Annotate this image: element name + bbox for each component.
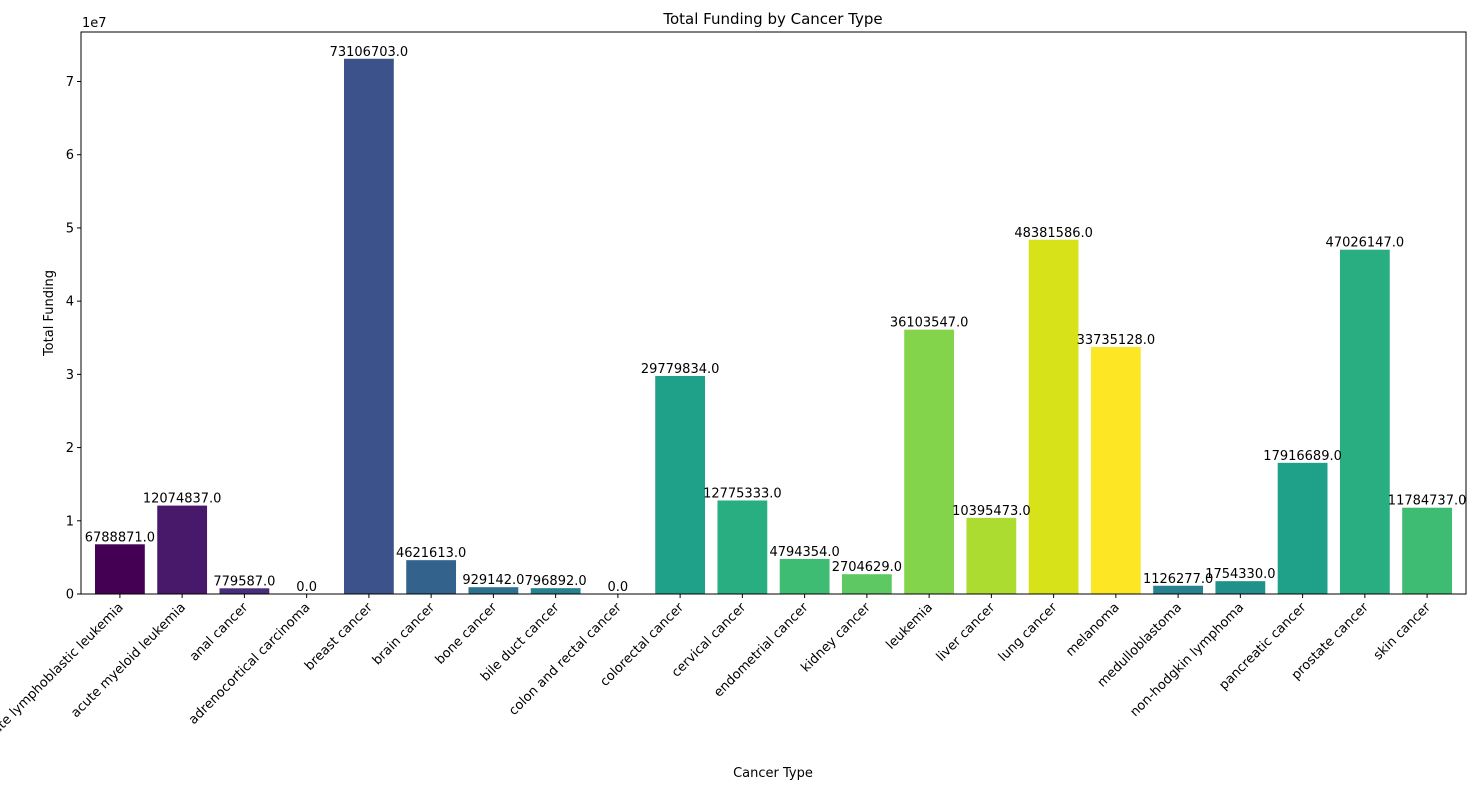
bar bbox=[904, 329, 955, 594]
bar-value-label: 796892.0 bbox=[525, 574, 587, 589]
y-tick-label: 3 bbox=[66, 368, 74, 383]
bar bbox=[1402, 507, 1452, 594]
bar bbox=[717, 500, 768, 594]
y-tick-label: 0 bbox=[66, 588, 74, 603]
bar bbox=[406, 560, 457, 594]
y-tick-label: 1 bbox=[66, 514, 74, 529]
bar-value-label: 12775333.0 bbox=[703, 486, 782, 501]
bar bbox=[1153, 585, 1204, 594]
x-tick-label: lung cancer bbox=[996, 600, 1061, 665]
bar-series bbox=[95, 58, 1452, 595]
y-axis-ticks: 0 1 2 3 4 5 6 7 bbox=[66, 75, 81, 603]
bar-value-label: 73106703.0 bbox=[330, 45, 409, 60]
bar-value-label: 0.0 bbox=[296, 580, 317, 595]
y-tick-label: 6 bbox=[66, 148, 74, 163]
bar-value-label: 12074837.0 bbox=[143, 492, 222, 507]
y-tick-label: 4 bbox=[66, 295, 74, 310]
bar-value-label: 4621613.0 bbox=[396, 546, 466, 561]
bar-value-label: 10395473.0 bbox=[952, 504, 1031, 519]
bar bbox=[1277, 462, 1328, 594]
x-axis-label: Cancer Type bbox=[733, 766, 813, 781]
bar bbox=[95, 544, 145, 594]
chart-title: Total Funding by Cancer Type bbox=[662, 10, 882, 28]
bar-value-label: 779587.0 bbox=[213, 574, 275, 589]
bar bbox=[1339, 249, 1390, 594]
bar bbox=[157, 505, 208, 594]
bar-value-label: 2704629.0 bbox=[832, 560, 902, 575]
bar-value-label: 11784737.0 bbox=[1388, 494, 1467, 509]
bar-value-label: 6788871.0 bbox=[85, 530, 155, 545]
bar-value-label: 1754330.0 bbox=[1205, 567, 1275, 582]
x-tick-label: brain cancer bbox=[370, 600, 439, 669]
y-tick-label: 5 bbox=[66, 221, 74, 236]
bar bbox=[530, 588, 581, 594]
bar bbox=[655, 375, 706, 594]
x-tick-label: non-hodgkin lymphoma bbox=[1127, 600, 1247, 720]
y-axis-label: Total Funding bbox=[42, 270, 57, 357]
bar bbox=[1215, 581, 1266, 594]
bar-value-label: 929142.0 bbox=[462, 573, 524, 588]
bar-value-label: 48381586.0 bbox=[1014, 226, 1093, 241]
y-tick-label: 7 bbox=[66, 75, 74, 90]
x-tick-label: anal cancer bbox=[187, 600, 252, 665]
bar bbox=[841, 574, 892, 594]
bar-value-label: 0.0 bbox=[608, 580, 629, 595]
x-tick-label: adrenocortical carcinoma bbox=[186, 600, 313, 727]
x-tick-label: acute myeloid leukemia bbox=[68, 600, 189, 721]
bar bbox=[966, 517, 1017, 594]
bar bbox=[343, 58, 394, 594]
bar bbox=[1028, 239, 1079, 595]
plot-area-frame bbox=[80, 31, 1467, 595]
bar bbox=[468, 587, 519, 594]
bar-value-label: 33735128.0 bbox=[1077, 333, 1156, 348]
bar-value-label: 29779834.0 bbox=[641, 362, 720, 377]
bar bbox=[779, 558, 830, 594]
x-tick-label: colon and rectal cancer bbox=[506, 600, 625, 719]
x-tick-label: skin cancer bbox=[1371, 600, 1434, 663]
x-tick-label: melanoma bbox=[1063, 600, 1122, 659]
bar-value-label: 17916689.0 bbox=[1263, 449, 1342, 464]
bar bbox=[1090, 347, 1141, 594]
y-axis-multiplier: 1e7 bbox=[82, 16, 107, 31]
bar-value-label: 47026147.0 bbox=[1326, 236, 1405, 251]
bar-value-label: 4794354.0 bbox=[769, 545, 839, 560]
x-tick-label: liver cancer bbox=[934, 600, 999, 665]
x-tick-label: leukemia bbox=[884, 600, 936, 652]
bar-value-labels: 6788871.0 12074837.0 779587.0 0.0 73106703.0… bbox=[85, 45, 1467, 595]
bar bbox=[219, 588, 270, 594]
x-tick-label: bone cancer bbox=[433, 600, 501, 668]
bar-value-label: 36103547.0 bbox=[890, 316, 969, 331]
bar-value-label: 1126277.0 bbox=[1143, 572, 1213, 587]
y-tick-label: 2 bbox=[66, 441, 74, 456]
